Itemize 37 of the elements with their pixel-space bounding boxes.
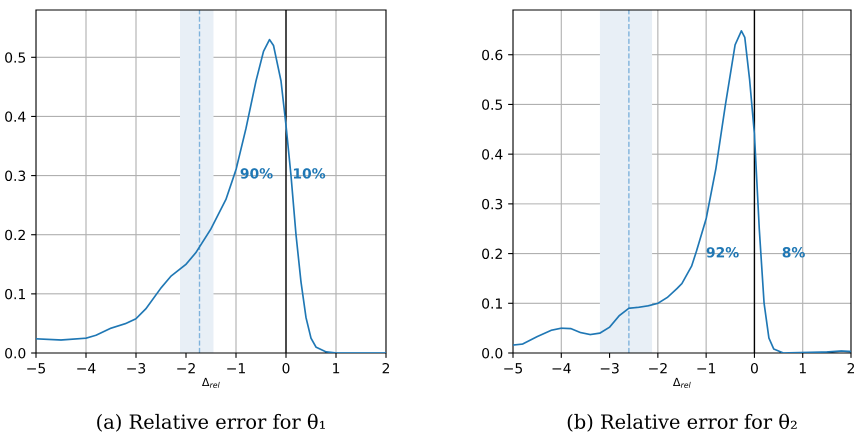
x-tick-label: 0	[750, 362, 758, 374]
x-tick-label: −1	[227, 363, 245, 374]
x-tick-label: 1	[333, 363, 340, 374]
y-tick-label: 0.5	[5, 52, 26, 63]
y-tick-label: 0.4	[482, 149, 502, 160]
y-tick-label: 0.2	[482, 248, 502, 260]
annotation: 8%	[782, 247, 805, 258]
x-tick-label: −5	[504, 363, 522, 374]
y-tick-label: 0.6	[482, 50, 502, 60]
annotation: 90%	[240, 168, 273, 179]
x-tick-label: −2	[177, 362, 195, 374]
x-tick-label: 0	[282, 362, 290, 374]
x-tick-label: −3	[600, 362, 619, 374]
x-tick-label: −4	[77, 363, 96, 374]
x-tick-label: 2	[382, 362, 390, 374]
y-tick-label: 0.3	[482, 198, 502, 210]
y-tick-label: 0.1	[5, 288, 25, 300]
y-tick-label: 0.3	[5, 170, 26, 182]
y-tick-label: 0.5	[482, 99, 502, 110]
annotation: 10%	[294, 168, 326, 179]
x-tick-label: −1	[697, 363, 716, 374]
x-tick-label: −3	[127, 362, 146, 374]
y-tick-label: 0.1	[482, 298, 502, 309]
y-tick-label: 0.4	[5, 111, 26, 122]
x-tick-label: −5	[27, 363, 46, 374]
text: (b) Relative error for θ₂	[568, 414, 797, 432]
y-tick-label: 0.0	[5, 348, 26, 358]
x-axis-title: Δ$_{rel}$	[202, 378, 220, 388]
x-tick-label: 2	[848, 362, 854, 374]
y-tick-label: 0.0	[482, 348, 502, 358]
annotation: 92%	[706, 247, 739, 258]
x-tick-label: 1	[800, 363, 806, 374]
x-tick-label: −4	[552, 363, 571, 374]
y-tick-label: 0.2	[5, 230, 25, 240]
x-axis-title: Δ$_{rel}$	[672, 378, 691, 388]
text: (a) Relative error for θ₁	[97, 414, 325, 432]
x-tick-label: −2	[649, 362, 667, 374]
